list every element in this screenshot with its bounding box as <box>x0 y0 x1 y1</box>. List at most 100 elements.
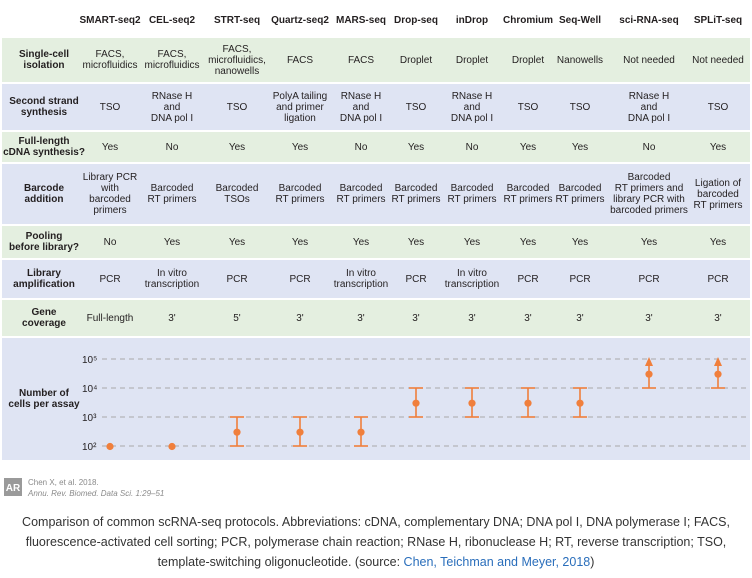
column-header: MARS-seq <box>335 14 386 26</box>
table-cell: FACS, microfluidics <box>82 49 138 71</box>
figure-credit: AR Chen X, et al. 2018. Annu. Rev. Biome… <box>4 476 364 502</box>
error-arrow-up <box>714 357 722 366</box>
data-point <box>524 399 532 407</box>
table-cell: Droplet <box>455 54 489 66</box>
data-point <box>645 370 653 378</box>
table-cell: Barcoded RT primers <box>391 183 441 205</box>
table-cell: Not needed <box>692 54 744 66</box>
data-point <box>714 370 722 378</box>
row-band <box>2 84 750 130</box>
table-cell: Yes <box>571 236 589 248</box>
table-cell: TSO <box>99 101 121 113</box>
error-arrow-up <box>645 357 653 366</box>
table-cell: PCR <box>517 273 539 285</box>
column-header: Quartz-seq2 <box>271 14 329 26</box>
table-cell: Barcoded TSOs <box>215 183 259 205</box>
chart-band <box>2 338 750 460</box>
column-header: STRT-seq <box>213 14 261 26</box>
table-cell: Full-length <box>86 312 134 324</box>
row-label: Barcode addition <box>23 183 64 205</box>
table-cell: Not needed <box>623 54 675 66</box>
table-cell: 3' <box>468 312 476 324</box>
row-band <box>2 164 750 224</box>
data-point <box>357 428 365 436</box>
table-cell: Yes <box>519 141 537 153</box>
column-header: Chromium <box>503 14 553 26</box>
column-header: sci-RNA-seq <box>619 14 679 26</box>
table-cell: Droplet <box>399 54 433 66</box>
header-band <box>2 4 750 36</box>
data-point <box>412 399 420 407</box>
y-tick-label: 10⁴ <box>82 384 97 395</box>
column-header: Seq-Well <box>558 14 602 26</box>
svg-text:AR: AR <box>6 483 21 494</box>
column-header: inDrop <box>455 14 489 26</box>
table-cell: 3' <box>576 312 584 324</box>
table-cell: FACS <box>347 54 375 66</box>
table-cell: No <box>642 141 656 153</box>
table-cell: In vitro transcription <box>333 268 389 290</box>
table-cell: Barcoded RT primers <box>336 183 386 205</box>
table-cell: FACS, microfluidics, nanowells <box>208 43 266 77</box>
source-link[interactable]: Chen, Teichman and Meyer, 2018 <box>403 555 591 569</box>
table-cell: No <box>354 141 368 153</box>
table-cell: TSO <box>226 101 248 113</box>
row-label: Pooling before library? <box>8 231 80 253</box>
table-cell: 3' <box>412 312 420 324</box>
table-cell: 3' <box>714 312 722 324</box>
data-point <box>468 399 476 407</box>
table-cell: TSO <box>707 101 729 113</box>
table-cell: No <box>103 236 117 248</box>
data-point <box>296 428 304 436</box>
table-cell: 3' <box>296 312 304 324</box>
table-cell: Barcoded RT primers <box>275 183 325 205</box>
column-header: Drop-seq <box>394 14 438 26</box>
caption-text-end: ) <box>590 555 595 569</box>
table-cell: Yes <box>463 236 481 248</box>
caption-text: Comparison of common scRNA-seq protocols… <box>22 515 730 569</box>
table-cell: Ligation of barcoded RT primers <box>693 177 743 211</box>
table-cell: Droplet <box>511 54 545 66</box>
table-cell: Yes <box>640 236 658 248</box>
row-band <box>2 260 750 298</box>
row-band <box>2 226 750 258</box>
table-cell: Yes <box>352 236 370 248</box>
row-label: Single-cell isolation <box>18 49 69 71</box>
table-cell: 3' <box>645 312 653 324</box>
table-cell: Yes <box>101 141 119 153</box>
table-cell: Yes <box>571 141 589 153</box>
table-cell: 3' <box>524 312 532 324</box>
table-cell: Yes <box>709 141 727 153</box>
table-cell: PCR <box>405 273 427 285</box>
data-point <box>576 399 584 407</box>
data-point <box>106 442 114 451</box>
table-cell: 5' <box>233 312 241 324</box>
table-cell: Barcoded RT primers <box>447 183 497 205</box>
y-tick-label: 10⁵ <box>82 355 97 366</box>
table-cell: PCR <box>707 273 729 285</box>
data-point <box>233 428 241 436</box>
table-cell: Barcoded RT primers and library PCR with ba… <box>610 172 688 216</box>
row-label: Gene coverage <box>22 307 66 329</box>
column-header: SMART-seq2 <box>79 14 141 26</box>
table-cell: 3' <box>357 312 365 324</box>
table-cell: Library PCR with barcoded primers <box>82 172 138 216</box>
table-cell: PCR <box>289 273 311 285</box>
table-cell: Yes <box>709 236 727 248</box>
table-cell: No <box>465 141 479 153</box>
table-cell: TSO <box>517 101 539 113</box>
table-cell: PolyA tailing and primer ligation <box>272 90 328 124</box>
table-cell: TSO <box>405 101 427 113</box>
table-cell: TSO <box>569 101 591 113</box>
table-cell: Yes <box>291 236 309 248</box>
credit-journal: Annu. Rev. Biomed. Data Sci. 1:29–51 <box>28 489 165 498</box>
table-cell: 3' <box>168 312 176 324</box>
row-band <box>2 300 750 336</box>
table-cell: Yes <box>228 236 246 248</box>
table-cell: Yes <box>291 141 309 153</box>
table-cell: In vitro transcription <box>444 268 500 290</box>
chart-ylabel: Number of cells per assay <box>8 388 80 410</box>
